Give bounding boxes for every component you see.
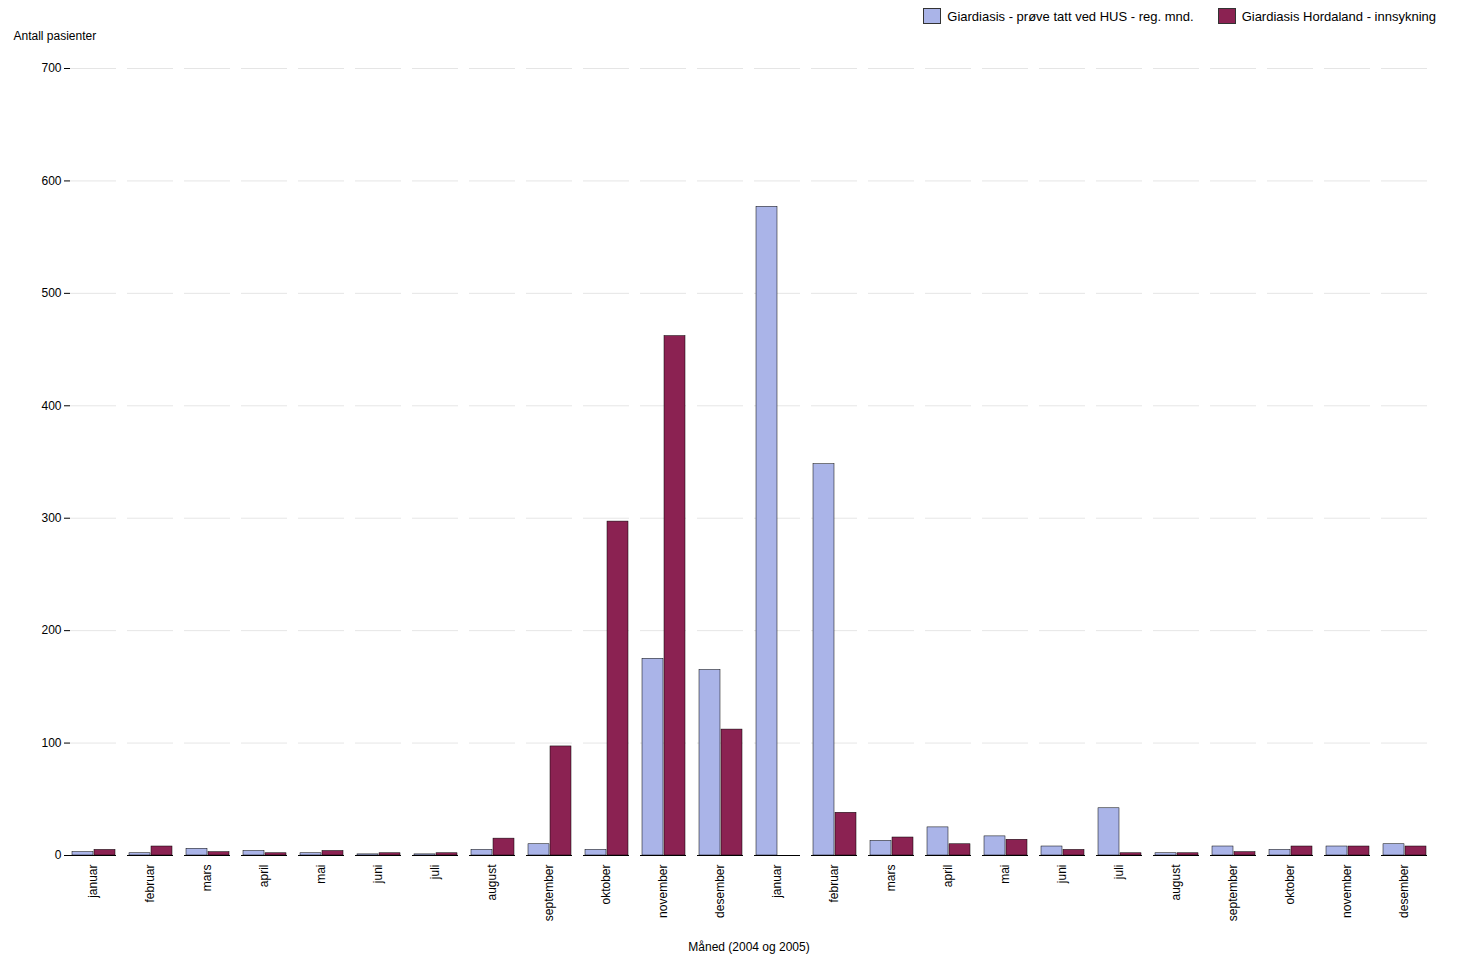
svg-text:Måned (2004 og 2005): Måned (2004 og 2005) [688, 940, 809, 954]
svg-text:juni: juni [371, 865, 385, 885]
svg-text:oktober: oktober [1283, 865, 1297, 905]
svg-text:juli: juli [1112, 865, 1126, 881]
svg-text:0: 0 [55, 848, 62, 862]
svg-text:500: 500 [41, 286, 61, 300]
svg-text:400: 400 [41, 399, 61, 413]
svg-text:september: september [1226, 865, 1240, 922]
svg-text:Antall pasienter: Antall pasienter [14, 29, 97, 43]
svg-text:april: april [257, 865, 271, 888]
svg-text:mai: mai [314, 865, 328, 884]
svg-text:november: november [656, 865, 670, 918]
svg-text:300: 300 [41, 511, 61, 525]
svg-text:november: november [1340, 865, 1354, 918]
svg-text:september: september [542, 865, 556, 922]
svg-text:100: 100 [41, 736, 61, 750]
svg-text:april: april [941, 865, 955, 888]
svg-text:600: 600 [41, 174, 61, 188]
svg-text:august: august [485, 864, 499, 901]
svg-text:700: 700 [41, 61, 61, 75]
svg-text:mai: mai [998, 865, 1012, 884]
svg-text:januar: januar [770, 864, 784, 898]
svg-text:juli: juli [428, 865, 442, 881]
svg-text:februar: februar [827, 865, 841, 903]
svg-text:mars: mars [884, 865, 898, 892]
svg-text:februar: februar [143, 865, 157, 903]
svg-text:august: august [1169, 864, 1183, 901]
html-text:Giardiasis - prøve tatt ved HU: Giardiasis - prøve tatt ved HUS - reg. m… [947, 8, 1194, 24]
html-text:Giardiasis Hordaland - innsykn: Giardiasis Hordaland - innsykning [1241, 8, 1436, 24]
svg-text:mars: mars [200, 865, 214, 892]
svg-text:desember: desember [713, 865, 727, 918]
svg-text:desember: desember [1397, 865, 1411, 918]
svg-text:juni: juni [1055, 865, 1069, 885]
svg-text:januar: januar [86, 864, 100, 898]
svg-text:oktober: oktober [599, 865, 613, 905]
svg-text:200: 200 [41, 623, 61, 637]
